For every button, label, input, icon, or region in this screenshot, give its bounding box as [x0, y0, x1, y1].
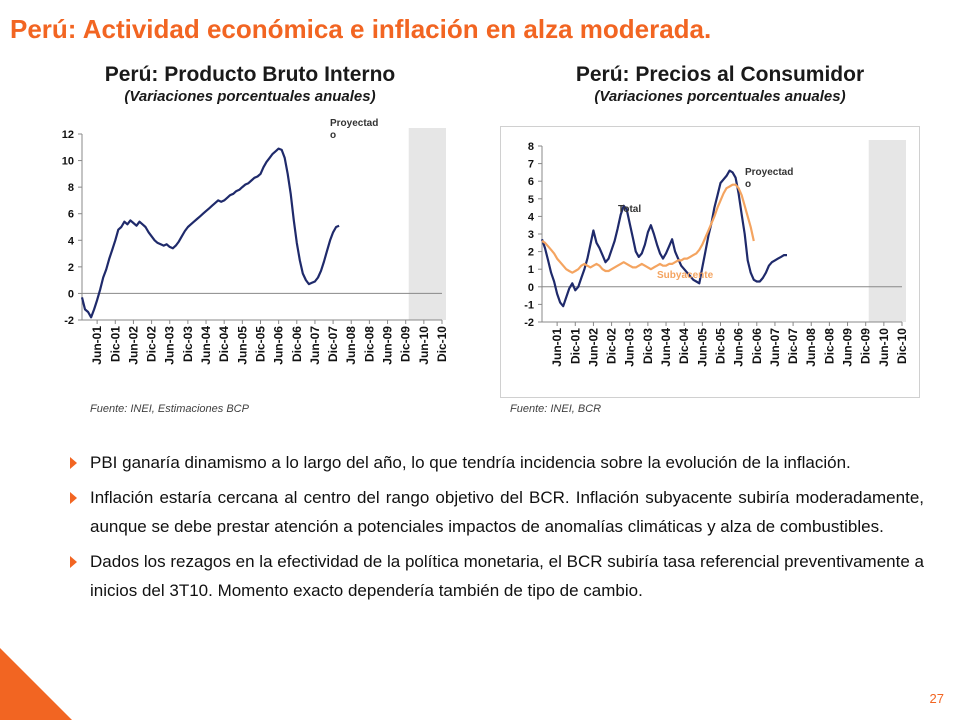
gdp-chart-svg: -2 0 2 4 6 8 10 12 Jun-01 Dic-01 Jun-02 Dic-02 Jun-0… [62, 118, 449, 365]
x-tick-label: Dic-06 [290, 326, 304, 362]
bullet-arrow-icon [70, 457, 77, 469]
gdp-chart: -2 0 2 4 6 8 10 12 Jun-01 Dic-01 Jun-02 Dic-02 Jun-0… [30, 114, 470, 404]
series-line-gdp [80, 147, 340, 319]
projection-annotation-line: Proyectad [745, 167, 793, 178]
x-tick-label: Jun-01 [550, 328, 564, 367]
corner-accent-shape [0, 648, 72, 720]
bullet-list: PBI ganaría dinamismo a lo largo del año… [68, 448, 924, 611]
y-tick-label: 2 [528, 247, 534, 259]
bullet-item: PBI ganaría dinamismo a lo largo del año… [68, 448, 924, 477]
x-tick-label: Jun-10 [877, 328, 891, 367]
x-tick-label: Dic-02 [605, 328, 619, 364]
x-tick-label: Jun-02 [586, 328, 600, 367]
x-tick-label: Dic-04 [677, 328, 691, 364]
cpi-chart-source: Fuente: INEI, BCR [510, 403, 602, 415]
cpi-chart-svg: -2 -1 0 1 2 3 4 5 6 7 8 Jun-01 Dic-01 Jun-02 Dic-02 Jun… [500, 126, 920, 398]
cpi-chart-heading: Perú: Precios al Consumidor (Variaciones… [500, 62, 940, 107]
page-number: 27 [929, 691, 944, 706]
cpi-chart: -2 -1 0 1 2 3 4 5 6 7 8 Jun-01 Dic-01 Jun-02 Dic-02 Jun… [500, 126, 920, 398]
y-tick-label: 4 [528, 211, 535, 223]
x-tick-label: Jun-06 [732, 328, 746, 367]
y-tick-label: 0 [528, 282, 534, 294]
x-tick-label: Jun-09 [841, 328, 855, 367]
x-tick-label: Dic-08 [362, 326, 376, 362]
x-tick-label: Jun-03 [163, 326, 177, 365]
series-line-total [540, 169, 787, 308]
gdp-chart-subtitle: (Variaciones porcentuales anuales) [124, 88, 376, 105]
y-tick-label: 8 [68, 182, 74, 194]
bullet-item: Inflación estaría cercana al centro del … [68, 483, 924, 541]
x-tick-label: Jun-07 [308, 326, 322, 365]
x-tick-label: Dic-09 [859, 328, 873, 364]
projection-annotation: Proyectad o [330, 118, 378, 141]
projection-annotation-line: o [745, 179, 751, 190]
projection-annotation: Proyectad o [745, 167, 793, 190]
y-tick-label: 4 [68, 235, 75, 247]
cpi-chart-subtitle: (Variaciones porcentuales anuales) [594, 88, 846, 105]
x-tick-label: Dic-07 [786, 328, 800, 364]
bullet-arrow-icon [70, 556, 77, 568]
x-tick-label: Jun-04 [659, 328, 673, 367]
bullet-item: Dados los rezagos en la efectividad de l… [68, 547, 924, 605]
y-tick-label: 1 [528, 264, 534, 276]
x-tick-label: Jun-02 [126, 326, 140, 365]
x-tick-label: Jun-07 [768, 328, 782, 367]
x-tick-label: Dic-05 [713, 328, 727, 364]
x-tick-label: Jun-10 [417, 326, 431, 365]
x-tick-label: Jun-06 [272, 326, 286, 365]
x-tick-label: Dic-08 [822, 328, 836, 364]
bullet-text: Inflación estaría cercana al centro del … [90, 488, 924, 536]
y-tick-label: 6 [528, 176, 534, 188]
x-tick-label: Dic-02 [145, 326, 159, 362]
y-tick-label: 7 [528, 159, 534, 171]
x-tick-label: Jun-05 [235, 326, 249, 365]
y-tick-label: 6 [68, 209, 74, 221]
x-tick-label: Jun-03 [623, 328, 637, 367]
x-tick-label: Dic-03 [641, 328, 655, 364]
y-tick-label: 0 [68, 288, 74, 300]
y-tick-label: 10 [62, 156, 74, 168]
chart-frame [500, 126, 920, 398]
projection-shade [408, 128, 446, 320]
projection-annotation-line: Proyectad [330, 118, 378, 129]
x-tick-label: Jun-08 [804, 328, 818, 367]
y-tick-label: 8 [528, 141, 534, 153]
series-line-subyacente [541, 183, 755, 274]
x-tick-label: Dic-07 [326, 326, 340, 362]
x-tick-label: Jun-08 [344, 326, 358, 365]
bullet-text: Dados los rezagos en la efectividad de l… [90, 552, 924, 600]
x-tick-label: Dic-10 [895, 328, 909, 364]
y-tick-label: -1 [524, 299, 534, 311]
y-tick-label: 5 [528, 194, 534, 206]
gdp-chart-heading: Perú: Producto Bruto Interno (Variacione… [30, 62, 470, 107]
x-tick-label: Jun-04 [199, 326, 213, 365]
cpi-chart-title: Perú: Precios al Consumidor [575, 63, 865, 86]
y-tick-label: -2 [524, 317, 534, 329]
x-tick-label: Jun-01 [90, 326, 104, 365]
x-tick-label: Dic-05 [253, 326, 267, 362]
projection-shade [868, 140, 906, 322]
x-tick-label: Dic-04 [217, 326, 231, 362]
slide-title: Perú: Actividad económica e inflación en… [10, 14, 712, 44]
y-tick-label: 2 [68, 262, 74, 274]
x-tick-label: Jun-09 [381, 326, 395, 365]
y-tick-label: -2 [64, 315, 74, 327]
x-tick-label: Dic-03 [181, 326, 195, 362]
x-tick-label: Dic-01 [568, 328, 582, 364]
bullet-text: PBI ganaría dinamismo a lo largo del año… [90, 453, 851, 472]
gdp-chart-source: Fuente: INEI, Estimaciones BCP [90, 403, 249, 415]
x-tick-label: Dic-06 [750, 328, 764, 364]
x-tick-label: Dic-01 [108, 326, 122, 362]
y-tick-label: 12 [62, 129, 74, 141]
x-tick-label: Dic-10 [435, 326, 449, 362]
projection-annotation-line: o [330, 130, 336, 141]
series-label-total: Total [618, 204, 641, 215]
bullet-arrow-icon [70, 492, 77, 504]
x-tick-label: Jun-05 [695, 328, 709, 367]
gdp-chart-title: Perú: Producto Bruto Interno [104, 63, 396, 86]
series-label-subyacente: Subyacente [657, 270, 714, 281]
y-tick-label: 3 [528, 229, 534, 241]
x-tick-label: Dic-09 [399, 326, 413, 362]
